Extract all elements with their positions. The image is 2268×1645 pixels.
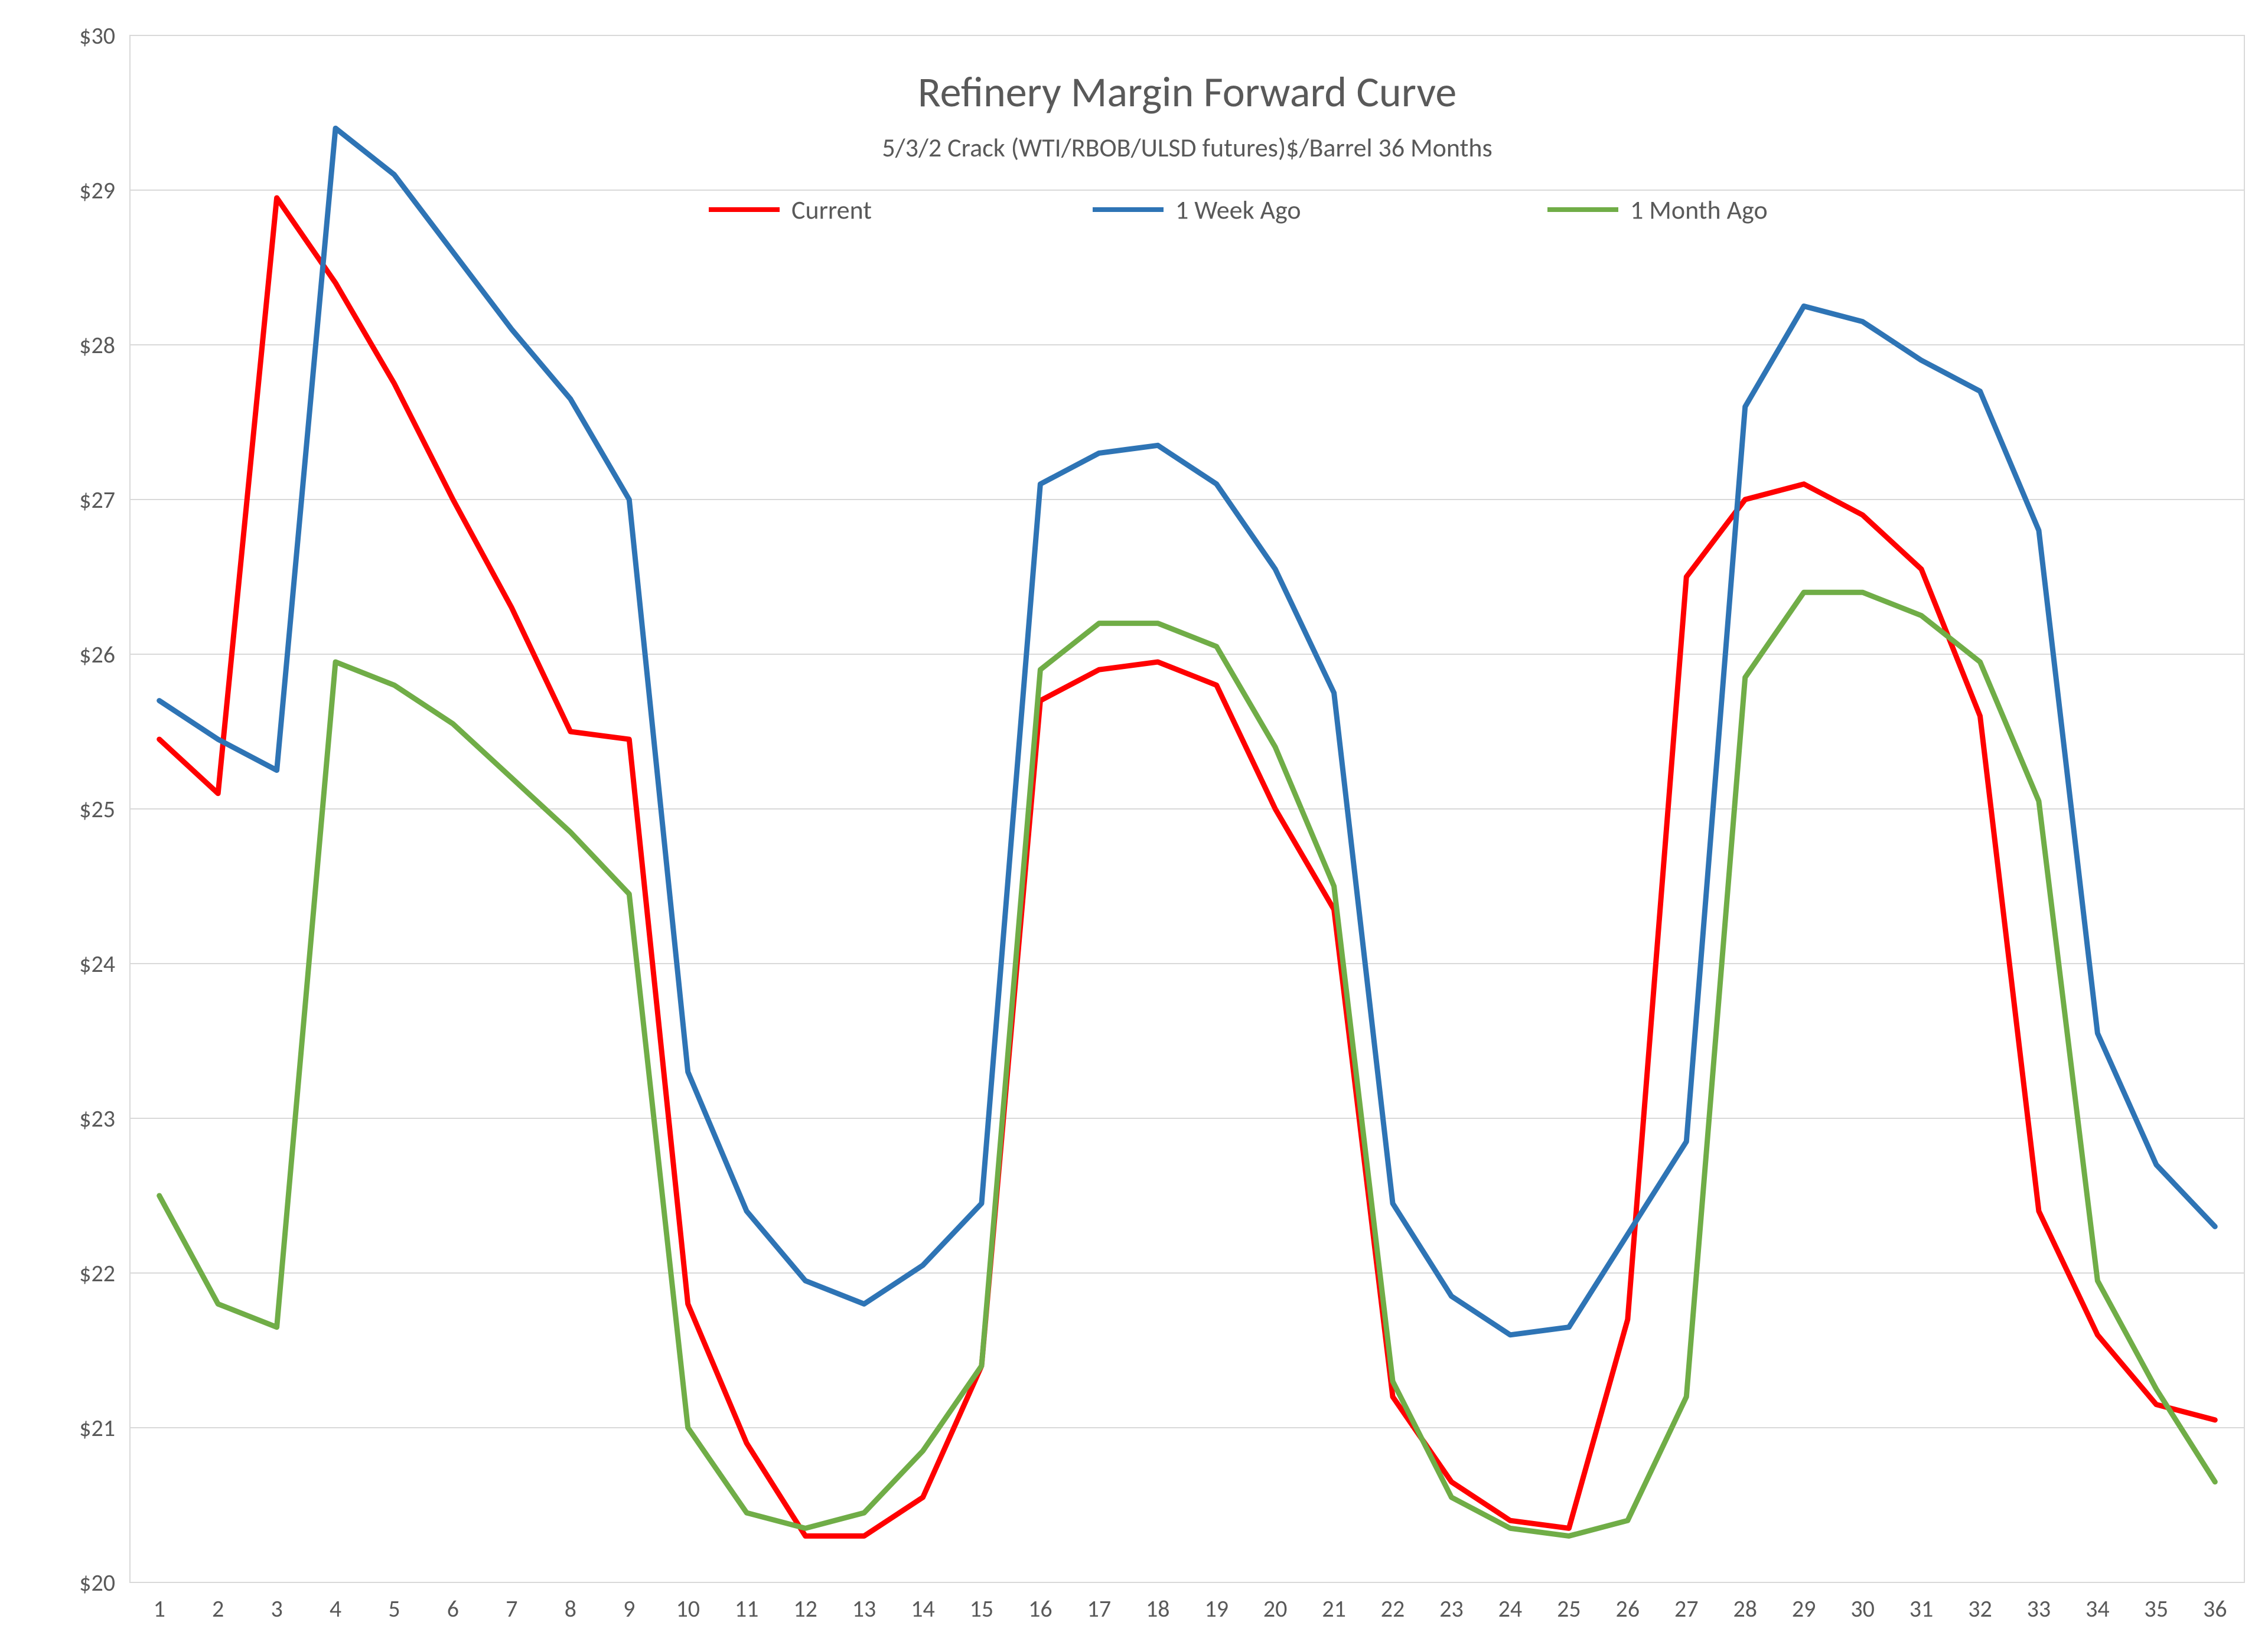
x-tick-label: 29: [1792, 1594, 1816, 1623]
x-tick-label: 1: [154, 1594, 165, 1623]
x-tick-label: 31: [1909, 1594, 1934, 1623]
x-tick-label: 8: [565, 1594, 576, 1623]
y-tick-label: $20: [79, 1568, 115, 1597]
x-tick-label: 13: [852, 1594, 876, 1623]
y-tick-label: $30: [79, 21, 115, 50]
x-tick-label: 26: [1616, 1594, 1640, 1623]
x-tick-label: 3: [271, 1594, 282, 1623]
x-tick-label: 23: [1439, 1594, 1464, 1623]
chart-bg: [0, 0, 2268, 1645]
x-tick-label: 33: [2027, 1594, 2051, 1623]
x-tick-label: 35: [2145, 1594, 2169, 1623]
x-tick-label: 30: [1850, 1594, 1875, 1623]
x-tick-label: 32: [1968, 1594, 1992, 1623]
refinery-margin-chart: $20$21$22$23$24$25$26$27$28$29$301234567…: [0, 0, 2268, 1645]
x-tick-label: 16: [1028, 1594, 1052, 1623]
y-tick-label: $27: [79, 485, 115, 514]
y-tick-label: $25: [79, 795, 115, 824]
chart-title: Refinery Margin Forward Curve: [918, 66, 1456, 118]
x-tick-label: 5: [388, 1594, 400, 1623]
legend-label: Current: [791, 194, 872, 226]
x-tick-label: 34: [2085, 1594, 2110, 1623]
x-tick-label: 25: [1557, 1594, 1581, 1623]
x-tick-label: 12: [793, 1594, 817, 1623]
x-tick-label: 22: [1381, 1594, 1405, 1623]
chart-subtitle: 5/3/2 Crack (WTI/RBOB/ULSD futures)$/Bar…: [882, 132, 1492, 164]
x-tick-label: 27: [1674, 1594, 1699, 1623]
legend-label: 1 Week Ago: [1175, 194, 1301, 226]
x-tick-label: 4: [330, 1594, 341, 1623]
x-tick-label: 24: [1498, 1594, 1523, 1623]
y-tick-label: $22: [79, 1259, 115, 1288]
y-tick-label: $26: [79, 640, 115, 669]
x-tick-label: 7: [506, 1594, 517, 1623]
x-tick-label: 10: [676, 1594, 700, 1623]
y-tick-label: $23: [79, 1104, 115, 1133]
y-tick-label: $24: [79, 949, 115, 978]
chart-container: $20$21$22$23$24$25$26$27$28$29$301234567…: [0, 0, 2268, 1645]
x-tick-label: 20: [1263, 1594, 1288, 1623]
y-tick-label: $28: [79, 331, 115, 360]
x-tick-label: 11: [735, 1594, 759, 1623]
x-tick-label: 19: [1204, 1594, 1228, 1623]
x-tick-label: 36: [2203, 1594, 2227, 1623]
y-tick-label: $29: [79, 176, 115, 205]
x-tick-label: 15: [970, 1594, 994, 1623]
x-tick-label: 18: [1146, 1594, 1170, 1623]
y-tick-label: $21: [79, 1414, 115, 1442]
legend-label: 1 Month Ago: [1630, 194, 1768, 226]
x-tick-label: 6: [447, 1594, 459, 1623]
x-tick-label: 2: [212, 1594, 224, 1623]
x-tick-label: 21: [1322, 1594, 1346, 1623]
x-tick-label: 9: [623, 1594, 635, 1623]
x-tick-label: 28: [1733, 1594, 1757, 1623]
x-tick-label: 17: [1087, 1594, 1112, 1623]
x-tick-label: 14: [911, 1594, 935, 1623]
